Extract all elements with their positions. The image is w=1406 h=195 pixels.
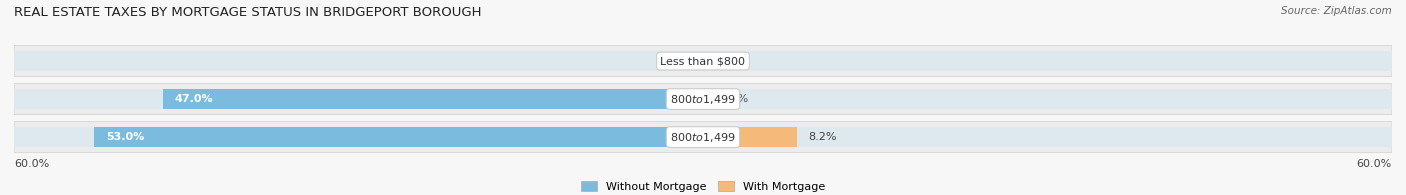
Bar (14, 89, 1392, 109)
FancyBboxPatch shape (14, 45, 1392, 77)
Text: Less than $800: Less than $800 (661, 56, 745, 66)
Bar (163, 89, 703, 109)
FancyBboxPatch shape (14, 83, 1392, 115)
Bar (14, 127, 1392, 147)
Text: Source: ZipAtlas.com: Source: ZipAtlas.com (1281, 6, 1392, 16)
Legend: Without Mortgage, With Mortgage: Without Mortgage, With Mortgage (576, 177, 830, 195)
Bar (703, 127, 797, 147)
Bar (94, 127, 703, 147)
Text: 0.0%: 0.0% (658, 56, 686, 66)
Text: 0.0%: 0.0% (720, 94, 748, 104)
Text: 0.0%: 0.0% (720, 56, 748, 66)
Text: 60.0%: 60.0% (14, 159, 49, 169)
Text: $800 to $1,499: $800 to $1,499 (671, 131, 735, 144)
Text: REAL ESTATE TAXES BY MORTGAGE STATUS IN BRIDGEPORT BOROUGH: REAL ESTATE TAXES BY MORTGAGE STATUS IN … (14, 6, 482, 19)
Text: 8.2%: 8.2% (808, 132, 837, 142)
FancyBboxPatch shape (14, 121, 1392, 153)
Text: 53.0%: 53.0% (105, 132, 145, 142)
Text: 60.0%: 60.0% (1357, 159, 1392, 169)
Text: $800 to $1,499: $800 to $1,499 (671, 93, 735, 105)
Bar (14, 51, 1392, 71)
Text: 47.0%: 47.0% (174, 94, 214, 104)
